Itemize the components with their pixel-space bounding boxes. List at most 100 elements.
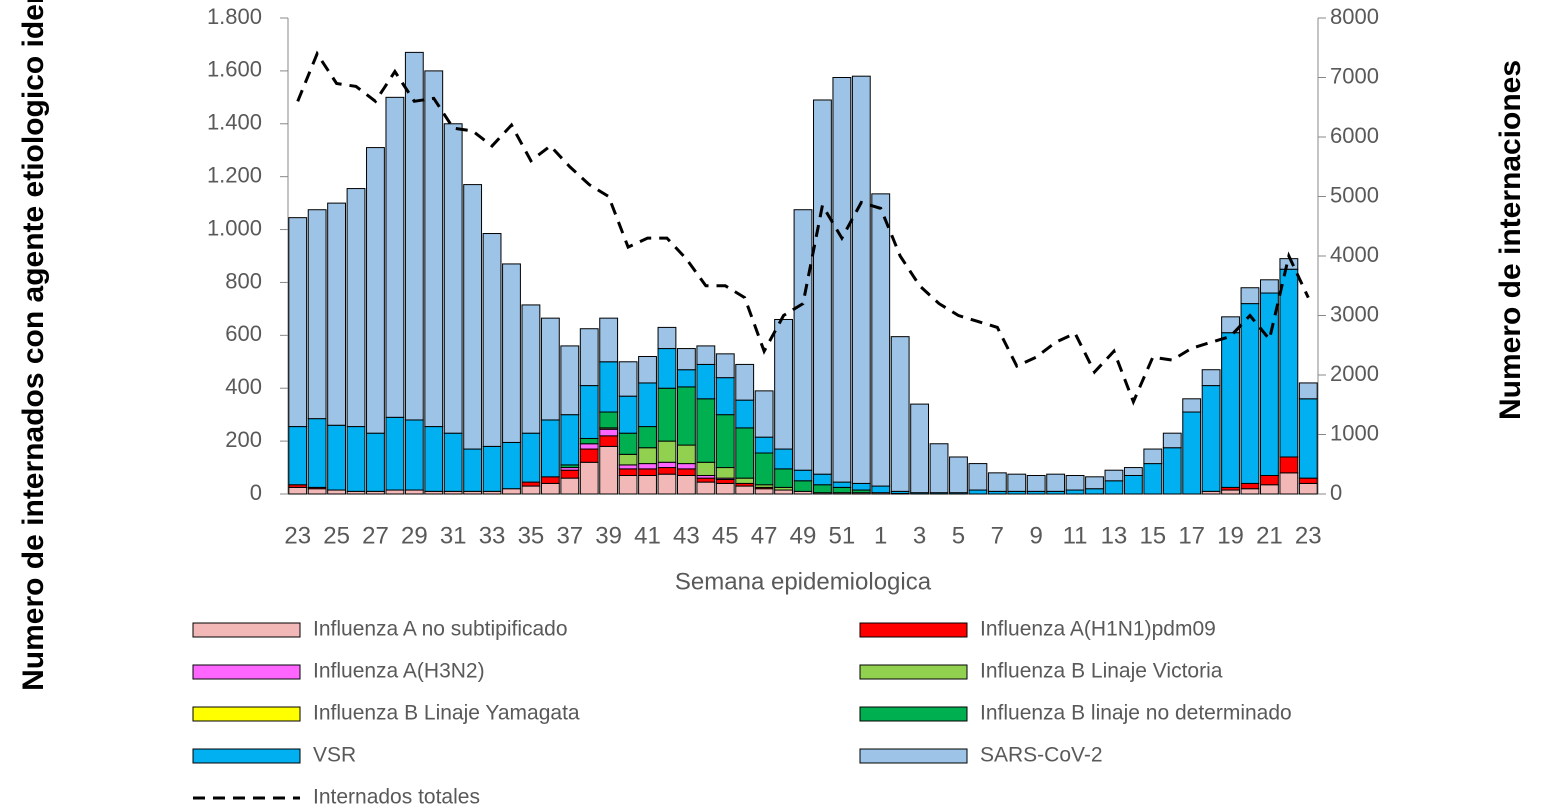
bar-segment xyxy=(599,435,619,447)
bar-segment xyxy=(676,386,696,446)
bar-segment xyxy=(813,473,832,486)
bar-segment xyxy=(1085,488,1104,495)
bar-segment xyxy=(618,464,638,470)
x-tick-label: 45 xyxy=(712,522,739,549)
bar-segment xyxy=(288,486,308,495)
bar-segment xyxy=(366,147,385,434)
bar-segment xyxy=(735,363,755,401)
bar-segment xyxy=(540,476,560,484)
bar-segment xyxy=(754,488,774,495)
y2-axis-title: Numero de internaciones xyxy=(1494,60,1527,420)
bar-segment xyxy=(1104,469,1124,482)
bar-segment xyxy=(871,193,891,487)
bar-segment xyxy=(774,318,793,450)
bar-segment xyxy=(1298,382,1318,400)
bar-segment xyxy=(657,461,677,469)
x-tick-label: 27 xyxy=(362,522,389,549)
bar-segment xyxy=(987,472,1007,492)
bar-segment xyxy=(774,489,793,495)
bar-segment xyxy=(735,477,755,484)
bar-segment xyxy=(579,443,599,450)
legend-label: Influenza B Linaje Yamagata xyxy=(313,702,580,725)
bar-segment xyxy=(657,467,677,475)
legend-swatch xyxy=(859,622,968,638)
bar-segment xyxy=(832,481,852,488)
bar-segment xyxy=(715,377,735,416)
bar-segment xyxy=(715,478,735,484)
bar-segment xyxy=(1240,488,1260,495)
bar-segment xyxy=(404,419,424,491)
bar-segment xyxy=(579,437,599,445)
bar-segment xyxy=(1240,287,1260,305)
bar-segment xyxy=(657,348,677,389)
bar-segment xyxy=(540,419,560,478)
bar-segment xyxy=(482,233,502,447)
bar-segment xyxy=(1240,482,1260,490)
legend-swatch xyxy=(859,706,968,722)
bar-segment xyxy=(346,188,366,428)
bar-segment xyxy=(618,468,638,476)
bar-segment xyxy=(424,426,444,492)
bar-segment xyxy=(715,467,735,479)
bar-segment xyxy=(1259,292,1279,476)
bar-segment xyxy=(929,443,949,494)
x-tick-label: 29 xyxy=(401,522,428,549)
bar-segment xyxy=(696,398,716,463)
y-tick-label: 0 xyxy=(250,480,262,505)
bar-segment xyxy=(288,217,308,428)
legend-label: Internados totales xyxy=(313,786,480,809)
bar-segment xyxy=(696,345,716,365)
bar-segment xyxy=(521,304,541,434)
bar-segment xyxy=(871,485,891,494)
x-tick-label: 9 xyxy=(1030,522,1043,549)
y-tick-label: 600 xyxy=(225,321,262,346)
bar-segment xyxy=(813,99,832,475)
bar-segment xyxy=(754,452,774,486)
y2-tick-label: 5000 xyxy=(1330,182,1379,207)
bar-segment xyxy=(540,482,560,495)
bar-segment xyxy=(1026,474,1046,492)
bar-segment xyxy=(307,209,327,420)
bar-segment xyxy=(638,463,657,470)
bar-segment xyxy=(1279,472,1299,495)
bar-segment xyxy=(1065,474,1085,491)
legend-label: VSR xyxy=(313,744,356,767)
bar-segment xyxy=(774,468,793,488)
y2-tick-label: 3000 xyxy=(1330,301,1379,326)
bar-segment xyxy=(443,432,463,492)
y2-tick-label: 4000 xyxy=(1330,242,1379,267)
bar-segment xyxy=(599,411,619,429)
bar-segment xyxy=(793,209,813,471)
bar-segment xyxy=(502,488,521,495)
x-tick-label: 51 xyxy=(829,522,856,549)
bar-segment xyxy=(1240,303,1260,484)
legend-swatch xyxy=(192,664,301,680)
bar-segment xyxy=(754,436,774,454)
bar-segment xyxy=(715,414,735,469)
bar-segment xyxy=(735,427,755,479)
bar-segment xyxy=(327,202,347,426)
bar-segment xyxy=(307,488,327,495)
legend-label: SARS-CoV-2 xyxy=(980,744,1103,767)
bar-segment xyxy=(1279,456,1299,474)
bar-segment xyxy=(385,489,405,495)
bar-segment xyxy=(638,355,657,384)
bar-segment xyxy=(638,426,657,449)
y2-tick-label: 7000 xyxy=(1330,63,1379,88)
bar-segment xyxy=(676,463,696,470)
bar-segment xyxy=(1143,463,1163,495)
bar-segment xyxy=(638,468,657,476)
bar-segment xyxy=(735,399,755,429)
bar-segment xyxy=(599,361,619,413)
x-tick-label: 21 xyxy=(1256,522,1283,549)
bar-segment xyxy=(1298,477,1318,484)
bar-segment xyxy=(851,482,871,491)
bar-segment xyxy=(1046,473,1066,492)
x-tick-label: 25 xyxy=(323,522,350,549)
bar-segment xyxy=(560,477,580,495)
y2-tick-label: 8000 xyxy=(1330,4,1379,29)
bar-segment xyxy=(579,385,599,439)
bar-segment xyxy=(1162,447,1182,495)
x-tick-label: 37 xyxy=(556,522,583,549)
